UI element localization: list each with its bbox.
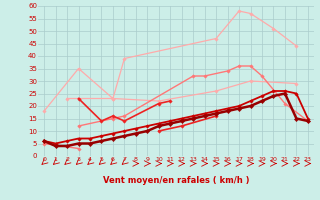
X-axis label: Vent moyen/en rafales ( km/h ): Vent moyen/en rafales ( km/h ) — [103, 176, 249, 185]
